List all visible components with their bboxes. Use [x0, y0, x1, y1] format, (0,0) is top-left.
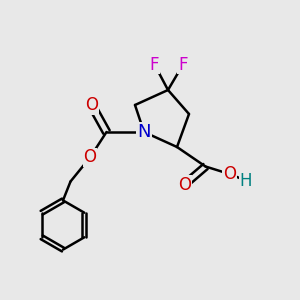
Text: O: O — [83, 148, 97, 166]
Text: O: O — [85, 96, 98, 114]
Text: H: H — [240, 172, 252, 190]
Text: N: N — [137, 123, 151, 141]
Text: O: O — [223, 165, 236, 183]
Text: O: O — [178, 176, 191, 194]
Text: F: F — [178, 56, 188, 74]
Text: F: F — [150, 56, 159, 74]
